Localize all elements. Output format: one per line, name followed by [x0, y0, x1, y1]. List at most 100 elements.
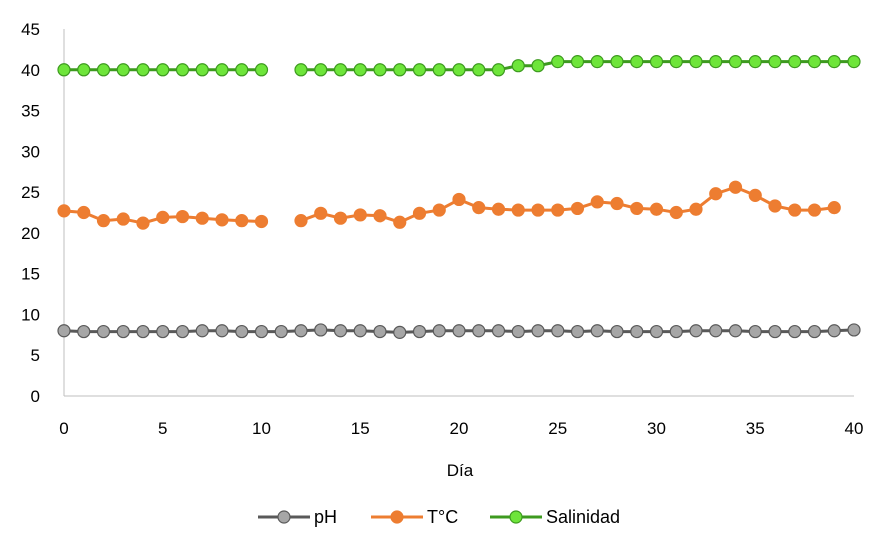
- data-point: [728, 324, 743, 338]
- data-point: [531, 203, 545, 217]
- data-point: [215, 324, 229, 338]
- x-tick-label: 15: [351, 419, 370, 438]
- y-tick-label: 45: [21, 20, 40, 39]
- data-point: [669, 324, 683, 339]
- data-point: [215, 63, 229, 77]
- data-point: [649, 324, 664, 339]
- data-point: [452, 324, 466, 338]
- data-point: [393, 215, 407, 229]
- data-point: [116, 212, 130, 226]
- data-point: [412, 206, 427, 220]
- data-point: [511, 324, 525, 339]
- data-point: [511, 59, 525, 73]
- y-tick-label: 5: [31, 346, 40, 365]
- data-point: [827, 201, 841, 215]
- legend-item: pH: [258, 507, 337, 527]
- data-point: [748, 324, 762, 339]
- legend-label: Salinidad: [546, 507, 620, 527]
- data-point: [393, 325, 407, 339]
- y-tick-label: 40: [21, 61, 40, 80]
- data-point: [432, 63, 446, 77]
- data-point: [630, 55, 644, 69]
- y-tick-label: 35: [21, 102, 40, 121]
- data-point: [610, 196, 624, 211]
- data-point: [57, 324, 71, 338]
- data-point: [491, 324, 506, 338]
- data-point: [432, 324, 446, 338]
- data-point: [689, 55, 703, 69]
- data-point: [333, 63, 348, 77]
- data-point: [77, 63, 91, 77]
- data-point: [511, 203, 525, 217]
- data-point: [333, 324, 348, 338]
- data-point: [116, 324, 130, 339]
- data-point: [274, 324, 288, 339]
- x-tick-label: 10: [252, 419, 271, 438]
- data-point: [215, 213, 229, 227]
- data-point: [353, 208, 367, 222]
- data-point: [768, 324, 782, 339]
- data-point: [630, 201, 644, 216]
- data-point: [175, 324, 190, 339]
- data-point: [649, 202, 664, 216]
- data-point: [788, 324, 802, 339]
- data-point: [175, 63, 190, 77]
- data-point: [531, 324, 545, 338]
- data-point: [96, 63, 111, 77]
- x-tick-label: 5: [158, 419, 167, 438]
- data-point: [590, 324, 604, 338]
- data-point: [373, 324, 387, 339]
- data-point: [314, 206, 328, 220]
- data-point: [748, 55, 762, 69]
- data-point: [96, 324, 111, 339]
- series-0: [57, 323, 861, 339]
- data-point: [254, 214, 269, 229]
- x-tick-label: 25: [548, 419, 567, 438]
- y-tick-label: 15: [21, 265, 40, 284]
- legend-label: T°C: [427, 507, 458, 527]
- data-point: [689, 324, 703, 338]
- data-point: [728, 180, 743, 194]
- data-point: [630, 324, 644, 339]
- legend: pH T°C Salinidad: [258, 507, 620, 527]
- y-tick-label: 10: [21, 305, 40, 324]
- data-point: [156, 63, 170, 77]
- y-tick-label: 20: [21, 224, 40, 243]
- x-tick-label: 35: [746, 419, 765, 438]
- data-point: [412, 63, 427, 77]
- data-point: [827, 324, 841, 338]
- data-point: [709, 55, 723, 69]
- data-point: [610, 324, 624, 339]
- y-tick-label: 25: [21, 183, 40, 202]
- data-point: [531, 59, 545, 73]
- data-point: [748, 188, 762, 202]
- series-1: [57, 180, 841, 230]
- legend-item: T°C: [371, 507, 458, 527]
- data-point: [847, 323, 861, 337]
- data-point: [788, 55, 802, 69]
- data-point: [136, 216, 150, 230]
- data-point: [96, 214, 111, 228]
- data-point: [590, 55, 604, 69]
- x-tick-label: 30: [647, 419, 666, 438]
- data-point: [807, 203, 822, 217]
- data-point: [728, 55, 743, 69]
- data-point: [195, 211, 209, 225]
- data-point: [254, 63, 269, 77]
- data-point: [570, 201, 585, 216]
- data-point: [353, 324, 367, 338]
- data-point: [807, 324, 822, 339]
- data-point: [669, 205, 683, 220]
- data-point: [136, 63, 150, 77]
- data-point: [77, 324, 91, 339]
- legend-marker: [509, 510, 523, 524]
- x-axis-title: Día: [447, 461, 474, 480]
- series-line: [300, 185, 835, 224]
- data-point: [570, 324, 585, 339]
- data-point: [472, 63, 486, 77]
- data-point: [373, 209, 387, 223]
- data-point: [412, 324, 427, 339]
- series-layer: [57, 55, 861, 339]
- data-point: [432, 203, 446, 217]
